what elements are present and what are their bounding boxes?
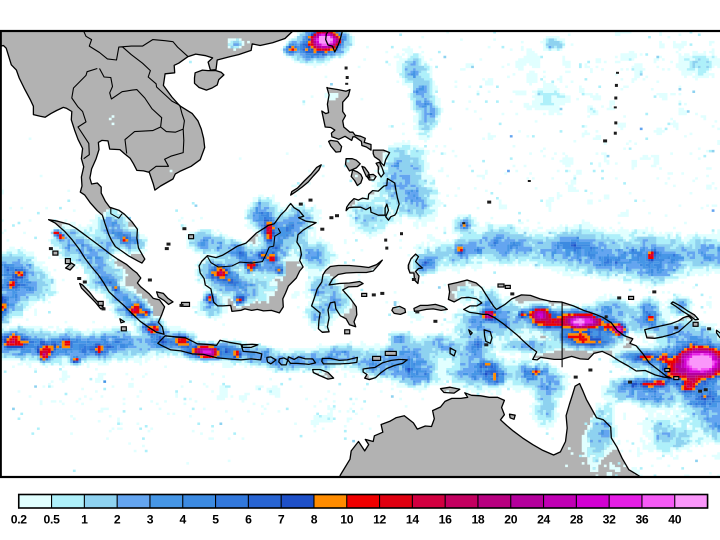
svg-text:32: 32 <box>603 513 616 527</box>
svg-text:12: 12 <box>373 513 386 527</box>
svg-text:2: 2 <box>114 513 121 527</box>
svg-text:10: 10 <box>340 513 353 527</box>
svg-text:18: 18 <box>471 513 484 527</box>
svg-text:6: 6 <box>245 513 252 527</box>
svg-text:36: 36 <box>635 513 648 527</box>
svg-text:20: 20 <box>504 513 517 527</box>
svg-text:16: 16 <box>439 513 452 527</box>
svg-text:5: 5 <box>212 513 219 527</box>
svg-text:0.2: 0.2 <box>11 513 28 527</box>
svg-text:3: 3 <box>147 513 154 527</box>
svg-text:8: 8 <box>311 513 318 527</box>
svg-text:14: 14 <box>406 513 419 527</box>
svg-text:4: 4 <box>180 513 187 527</box>
svg-text:40: 40 <box>668 513 681 527</box>
svg-text:28: 28 <box>570 513 583 527</box>
svg-text:24: 24 <box>537 513 550 527</box>
svg-text:1: 1 <box>81 513 88 527</box>
svg-text:0.5: 0.5 <box>44 513 61 527</box>
svg-text:7: 7 <box>278 513 285 527</box>
